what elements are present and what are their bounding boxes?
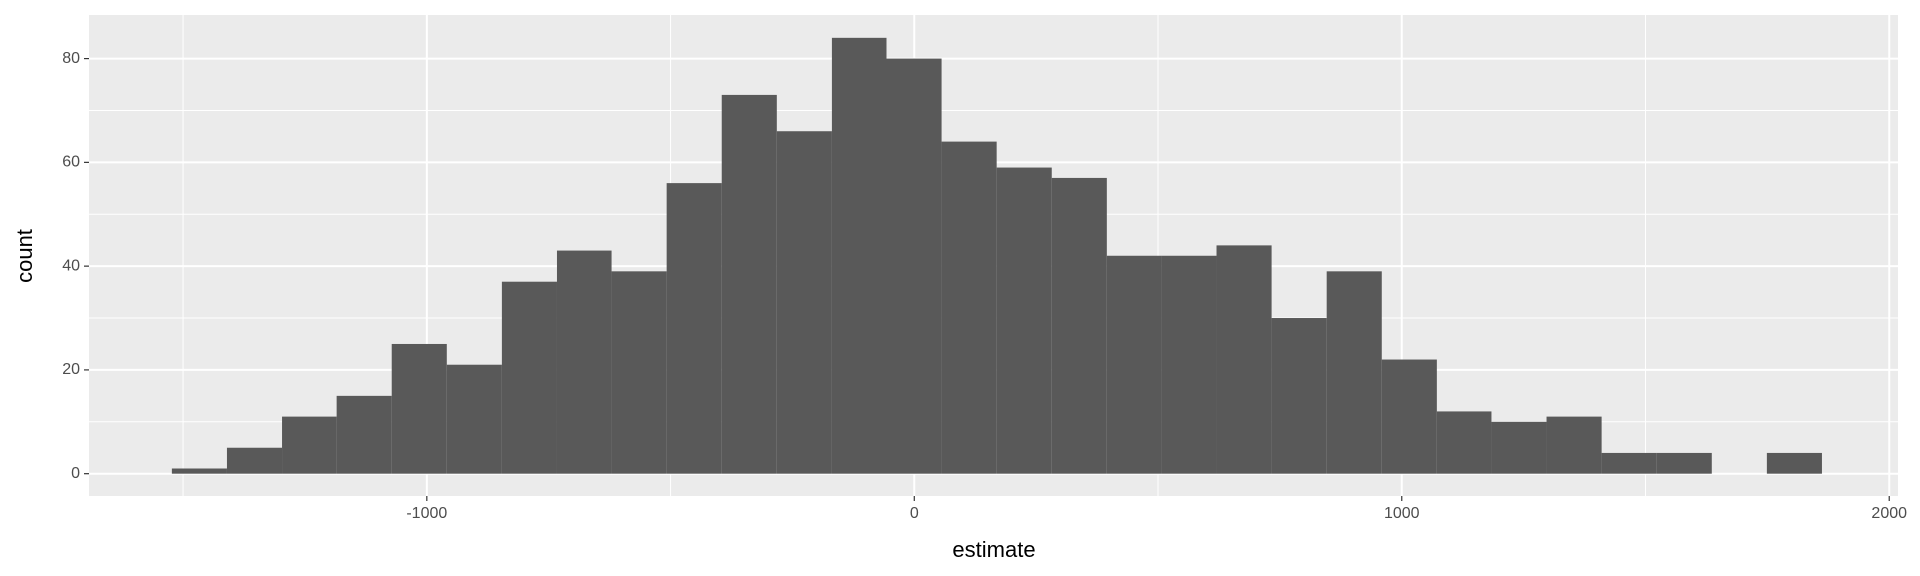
y-tick-label: 20 [62,361,80,378]
bar [1766,452,1822,474]
bar [1381,359,1437,474]
bar [1271,318,1327,474]
bar [996,167,1052,474]
bar [831,37,887,474]
bar [282,416,337,474]
bar [1436,411,1492,474]
bar [336,395,392,474]
bar [776,131,832,474]
bar [886,58,942,474]
bar [1106,255,1162,474]
x-tick-label: 0 [910,505,919,522]
bar [941,141,997,474]
y-tick-label: 60 [62,154,80,171]
bar [446,364,502,474]
bar [1326,271,1382,474]
bar [666,183,722,474]
bar [226,447,283,474]
bar [171,468,227,474]
x-tick-label: -1000 [406,505,447,522]
bar [721,94,777,474]
y-axis-title: count [12,229,37,283]
bar [611,271,667,474]
y-tick-label: 0 [71,465,80,482]
bar [556,250,612,474]
bar [1656,452,1712,474]
bar [1546,416,1602,474]
y-tick-label: 80 [62,50,80,67]
x-axis-title: estimate [952,537,1035,562]
bar [391,343,447,474]
x-tick-label: 2000 [1871,505,1907,522]
bar [1601,452,1657,474]
bar [1216,245,1272,474]
x-tick-label: 1000 [1384,505,1420,522]
bar [1161,255,1217,474]
bar [1051,177,1107,474]
y-tick-label: 40 [62,257,80,274]
bar [501,281,557,474]
bar [1491,421,1547,474]
